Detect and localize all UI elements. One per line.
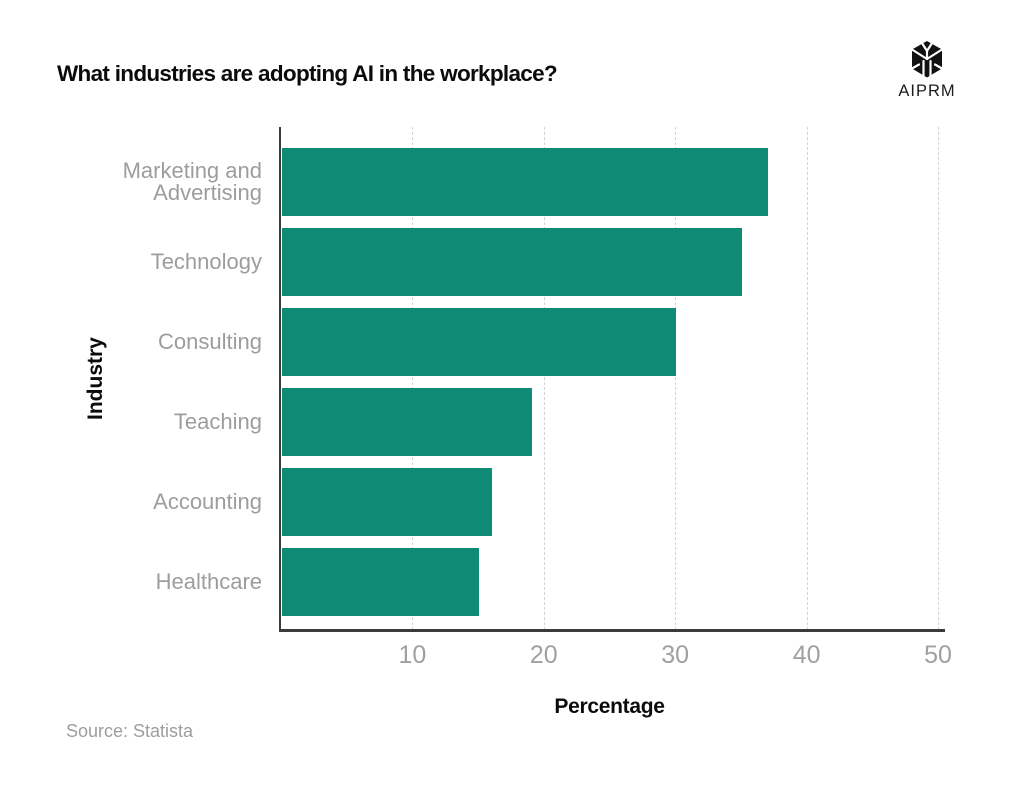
category-axis-labels: Marketing and Advertising Technology Consu…: [0, 127, 262, 630]
bar-consulting: [282, 308, 677, 376]
bar-teaching: [282, 388, 532, 456]
gridline-10: [412, 127, 414, 630]
aiprm-logo-icon: [910, 40, 944, 78]
y-axis-line: [279, 127, 281, 630]
category-label: Marketing and Advertising: [122, 158, 262, 205]
x-tick-label-50: 50: [924, 641, 952, 669]
x-tick-label-30: 30: [661, 641, 690, 669]
brand-logo: AIPRM: [889, 40, 965, 101]
gridline-30: [675, 127, 677, 630]
bar-marketing-and-advertising: [282, 148, 769, 216]
x-axis-line: [279, 629, 945, 632]
x-tick-label-10: 10: [398, 641, 427, 669]
x-axis-title: Percentage: [554, 695, 665, 718]
bar-technology: [282, 228, 742, 296]
bar-accounting: [282, 468, 493, 536]
category-label: Teaching: [173, 409, 262, 434]
category-label: Healthcare: [155, 569, 262, 594]
x-tick-label-20: 20: [529, 641, 558, 669]
x-tick-label-40: 40: [792, 641, 821, 669]
source-note: Source: Statista: [66, 721, 194, 741]
category-label: Consulting: [158, 329, 262, 354]
gridline-40: [806, 127, 808, 630]
chart-title: What industries are adopting AI in the w…: [57, 61, 558, 86]
brand-name: AIPRM: [898, 82, 956, 100]
gridline-50: [938, 127, 939, 630]
gridline-20: [543, 127, 545, 630]
plot-area: [279, 127, 945, 632]
bar-healthcare: [282, 548, 480, 616]
category-label: Technology: [150, 249, 262, 274]
category-label: Accounting: [153, 489, 262, 514]
